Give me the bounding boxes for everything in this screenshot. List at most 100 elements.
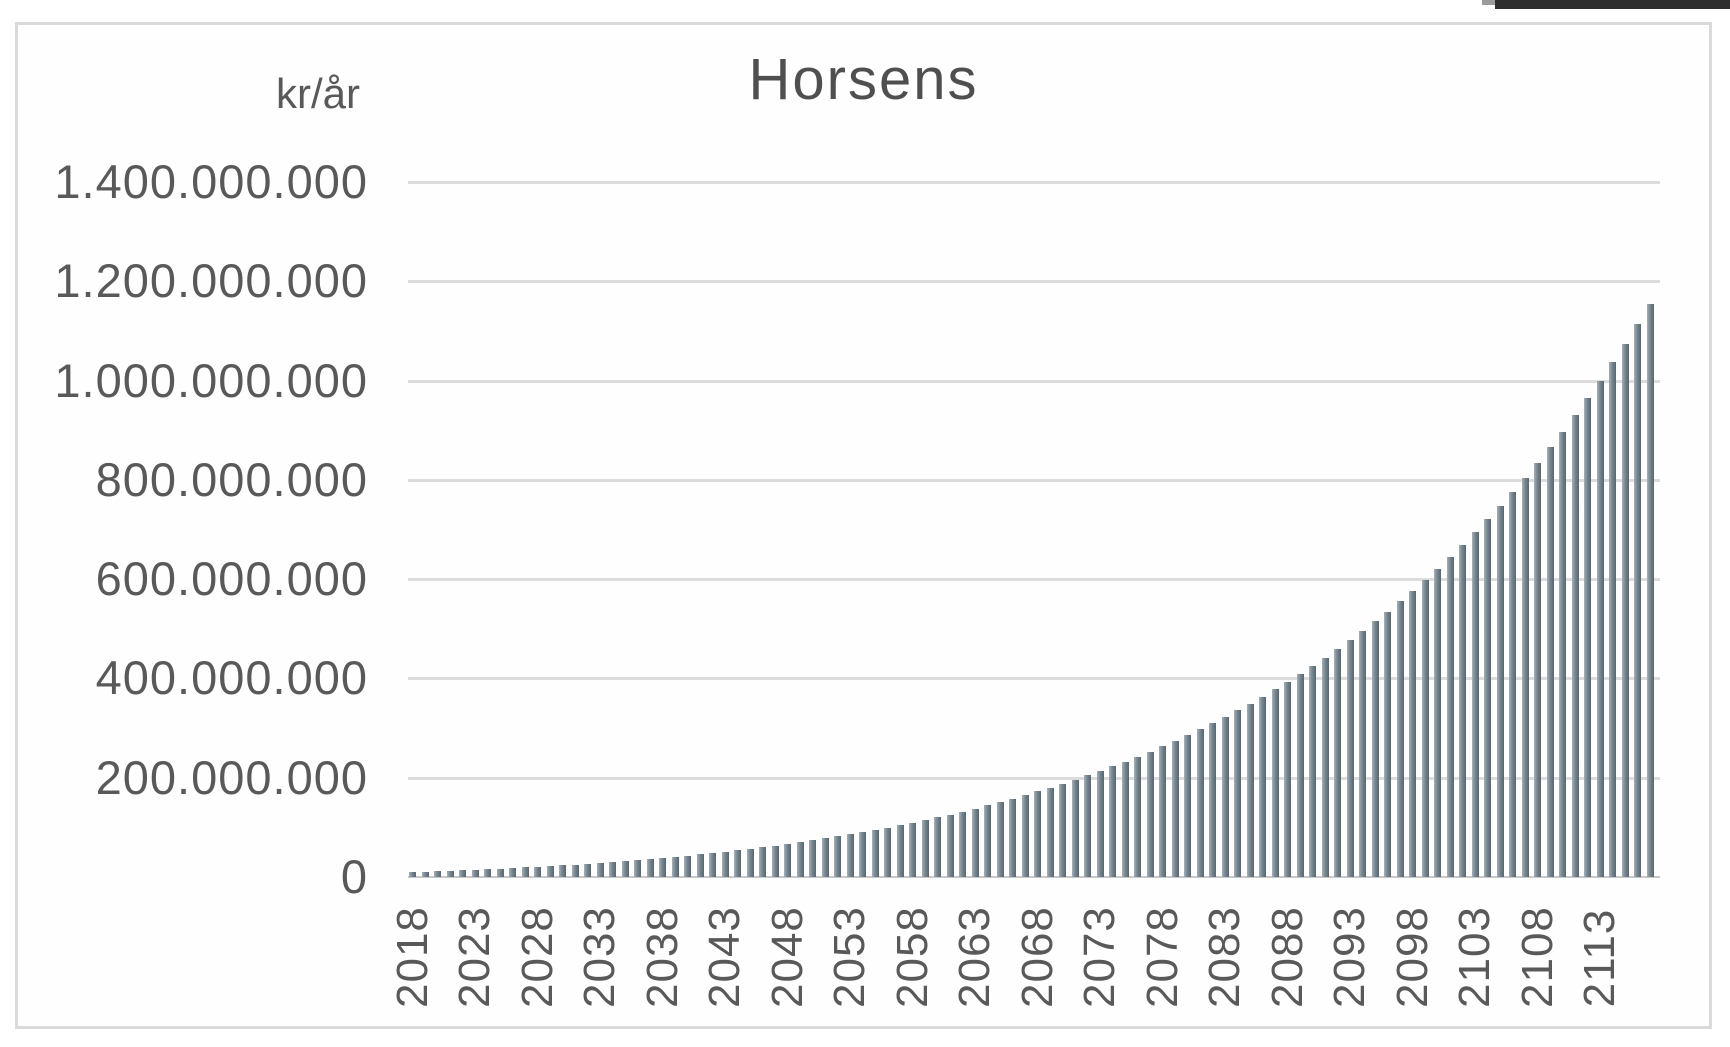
- bar-2036[interactable]: [634, 860, 641, 877]
- bar-2019[interactable]: [421, 871, 429, 877]
- bar-2055[interactable]: [871, 829, 879, 877]
- bar-2057[interactable]: [896, 825, 904, 877]
- bar-2058[interactable]: [909, 822, 916, 877]
- bar-2102[interactable]: [1459, 544, 1466, 877]
- bar-2116[interactable]: [1634, 324, 1641, 877]
- bar-2044[interactable]: [734, 850, 741, 877]
- bar-2041[interactable]: [696, 854, 704, 877]
- bar-2070[interactable]: [1059, 783, 1066, 877]
- bar-2062[interactable]: [959, 811, 966, 877]
- bar-2082[interactable]: [1209, 723, 1216, 877]
- bar-2018[interactable]: [409, 872, 416, 877]
- bar-2045[interactable]: [746, 848, 754, 877]
- bar-2109[interactable]: [1546, 447, 1554, 877]
- bar-2094[interactable]: [1359, 630, 1366, 877]
- bar-2108[interactable]: [1534, 462, 1541, 877]
- bar-2073[interactable]: [1096, 770, 1104, 877]
- bar-2068[interactable]: [1034, 791, 1041, 877]
- bar-2074[interactable]: [1109, 766, 1116, 877]
- bar-2099[interactable]: [1421, 579, 1429, 877]
- bar-2104[interactable]: [1484, 519, 1491, 877]
- bar-2071[interactable]: [1071, 779, 1079, 877]
- bar-2065[interactable]: [996, 802, 1004, 877]
- bar-2066[interactable]: [1009, 798, 1016, 877]
- bar-2100[interactable]: [1434, 568, 1441, 877]
- bar-2081[interactable]: [1196, 729, 1204, 877]
- bar-2113[interactable]: [1596, 380, 1604, 877]
- bar-2048[interactable]: [784, 843, 791, 877]
- bar-2088[interactable]: [1284, 681, 1291, 877]
- bar-2040[interactable]: [684, 855, 691, 877]
- bar-2052[interactable]: [834, 836, 841, 877]
- bar-2095[interactable]: [1371, 621, 1379, 877]
- bar-2049[interactable]: [796, 842, 804, 877]
- bar-2025[interactable]: [496, 868, 504, 877]
- bar-2076[interactable]: [1134, 756, 1141, 877]
- bar-2059[interactable]: [921, 820, 929, 877]
- bar-2039[interactable]: [671, 856, 679, 877]
- bar-2031[interactable]: [571, 864, 579, 877]
- bar-2060[interactable]: [934, 817, 941, 877]
- bar-2050[interactable]: [809, 840, 816, 877]
- bar-2090[interactable]: [1309, 666, 1316, 877]
- bar-2061[interactable]: [946, 814, 954, 877]
- bar-2056[interactable]: [884, 827, 891, 877]
- bar-2080[interactable]: [1184, 735, 1191, 877]
- bar-2037[interactable]: [646, 859, 654, 877]
- bar-2046[interactable]: [759, 847, 766, 877]
- bar-2079[interactable]: [1171, 740, 1179, 877]
- bar-2096[interactable]: [1384, 611, 1391, 877]
- bar-2106[interactable]: [1509, 491, 1516, 877]
- bar-2026[interactable]: [509, 868, 516, 877]
- bar-2022[interactable]: [459, 870, 466, 877]
- bar-2042[interactable]: [709, 853, 716, 877]
- bar-2054[interactable]: [859, 832, 866, 877]
- bar-2032[interactable]: [584, 863, 591, 877]
- bar-2083[interactable]: [1221, 716, 1229, 877]
- bar-2091[interactable]: [1321, 657, 1329, 877]
- bar-2078[interactable]: [1159, 746, 1166, 877]
- bar-2063[interactable]: [971, 808, 979, 877]
- bar-2028[interactable]: [534, 866, 541, 877]
- bar-2085[interactable]: [1246, 703, 1254, 877]
- bar-2043[interactable]: [721, 851, 729, 877]
- bar-2101[interactable]: [1446, 556, 1454, 877]
- bar-2097[interactable]: [1396, 601, 1404, 877]
- bar-2035[interactable]: [621, 861, 629, 877]
- bar-2105[interactable]: [1496, 505, 1504, 877]
- bar-2064[interactable]: [984, 805, 991, 877]
- bar-2030[interactable]: [559, 865, 566, 877]
- bar-2115[interactable]: [1621, 343, 1629, 877]
- bar-2024[interactable]: [484, 869, 491, 877]
- bar-2111[interactable]: [1571, 415, 1579, 877]
- bar-2038[interactable]: [659, 857, 666, 877]
- bar-2087[interactable]: [1271, 689, 1279, 877]
- bar-2072[interactable]: [1084, 775, 1091, 877]
- bar-2089[interactable]: [1296, 674, 1304, 877]
- bar-2020[interactable]: [434, 871, 441, 877]
- bar-2110[interactable]: [1559, 431, 1566, 877]
- bar-2103[interactable]: [1471, 532, 1479, 877]
- bar-2053[interactable]: [846, 834, 854, 877]
- bar-2077[interactable]: [1146, 751, 1154, 877]
- bar-2033[interactable]: [596, 862, 604, 877]
- bar-2021[interactable]: [446, 870, 454, 877]
- bar-2098[interactable]: [1409, 590, 1416, 877]
- bar-2029[interactable]: [546, 866, 554, 877]
- bar-2114[interactable]: [1609, 362, 1616, 877]
- bar-2112[interactable]: [1584, 398, 1591, 877]
- bar-2084[interactable]: [1234, 710, 1241, 877]
- bar-2107[interactable]: [1521, 477, 1529, 877]
- bar-2047[interactable]: [771, 845, 779, 877]
- bar-2075[interactable]: [1121, 761, 1129, 877]
- bar-2086[interactable]: [1259, 696, 1266, 877]
- bar-2051[interactable]: [821, 838, 829, 877]
- bar-2034[interactable]: [609, 862, 616, 877]
- bar-2117[interactable]: [1646, 304, 1654, 877]
- bar-2023[interactable]: [471, 869, 479, 877]
- bar-2027[interactable]: [521, 867, 529, 877]
- bar-2093[interactable]: [1346, 640, 1354, 877]
- bar-2067[interactable]: [1021, 795, 1029, 877]
- bar-2069[interactable]: [1046, 787, 1054, 877]
- bar-2092[interactable]: [1334, 649, 1341, 877]
